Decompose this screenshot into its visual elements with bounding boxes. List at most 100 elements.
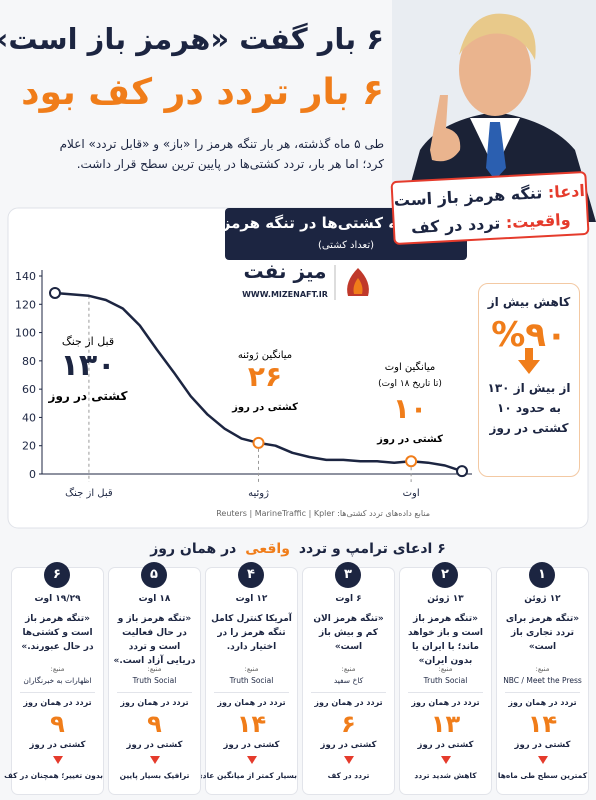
traffic-note: تردد در کف <box>327 771 370 780</box>
traffic-label: تردد در همان روز <box>120 698 189 707</box>
traffic-note: ترافیک بسیار پایین <box>119 771 190 780</box>
claim-source: Truth Social <box>132 676 177 685</box>
annotation-value: ۲۶ <box>248 360 282 393</box>
hair <box>459 13 536 60</box>
claim-quote: آمریکا کنترل کامل تنگه هرمز را در اختیار… <box>211 614 292 652</box>
claim-date: ۱۳ ژوئن <box>427 594 464 604</box>
divider <box>505 692 580 693</box>
divider <box>20 692 95 693</box>
side-text: کاهش بیش از <box>487 295 571 309</box>
y-tick-label: 0 <box>29 468 36 481</box>
claim-source: Truth Social <box>423 676 468 685</box>
logo-name: میز نفت <box>243 259 326 283</box>
reality-label: واقعیت: <box>505 209 572 233</box>
traffic-label: تردد در همان روز <box>23 698 92 707</box>
down-arrow <box>150 756 160 764</box>
y-tick-label: 40 <box>22 411 36 424</box>
title: ۶ بار گفت «هرمز باز است»؛ <box>0 22 384 56</box>
claim-card: ۶ ۱۹/۲۹ اوت «تنگه هرمز باز است و کشتی‌ها د… <box>4 562 103 794</box>
divider <box>117 692 192 693</box>
y-tick-label: 100 <box>15 327 36 340</box>
traffic-value: ۱۴ <box>236 710 267 738</box>
claim-source: NBC / Meet the Press <box>503 676 582 685</box>
claim-number: ۱ <box>529 562 555 588</box>
down-arrow <box>441 756 451 764</box>
traffic-note: کمترین سطح طی ماه‌ها <box>497 771 588 780</box>
traffic-value: ۹ <box>50 710 65 738</box>
down-arrow <box>344 756 354 764</box>
section-title-highlight: واقعی <box>245 541 290 557</box>
traffic-value: ۶ <box>341 710 356 738</box>
claim-date: ۱۲ ژوئن <box>524 594 561 604</box>
source-label: منبع: <box>535 665 550 673</box>
traffic-unit: کشتی در روز <box>223 740 280 750</box>
annotation-label: میانگین اوت <box>385 361 436 373</box>
claim-box: ادعا: تنگه هرمز باز است واقعیت: تردد در … <box>390 170 590 246</box>
annotation-value: ۱۳۰ <box>61 348 116 383</box>
highlight-point <box>49 286 61 299</box>
x-tick-label: اوت <box>403 488 420 499</box>
side-text: به حدود ۱۰ <box>497 401 561 415</box>
claim-number: ۶ <box>44 562 70 588</box>
source-label: منبع: <box>438 665 453 673</box>
divider <box>408 692 483 693</box>
claim-card: ۲ ۱۳ ژوئن «تنگه هرمز باز است و باز خواهد م… <box>400 562 491 794</box>
claim-date: ۱۹/۲۹ اوت <box>34 594 81 604</box>
side-text: از بیش از ۱۳۰ <box>487 381 571 395</box>
claim-card: ۵ ۱۸ اوت «تنگه هرمز باز و در حال فعالیت اس… <box>109 562 200 794</box>
section-title: ۶ ادعای ترامپ و تردد واقعی در همان روز <box>0 541 596 557</box>
logo-flame-inner <box>353 278 363 294</box>
annotation-note: (تا تاریخ ۱۸ اوت) <box>378 379 442 389</box>
claim-date: ۶ اوت <box>335 594 362 604</box>
annotation-unit: کشتی در روز <box>376 434 443 445</box>
hand <box>430 95 461 162</box>
chart-subtitle: (تعداد کشتی) <box>318 240 374 251</box>
claim-number: ۴ <box>238 562 264 588</box>
sources-list: Reuters | MarineTraffic | Kpler <box>216 509 335 518</box>
traffic-unit: کشتی در روز <box>417 740 474 750</box>
traffic-note: بدون تغییر؛ همچنان در کف <box>4 771 103 780</box>
tie <box>486 122 506 180</box>
claim-date: ۱۸ اوت <box>138 594 171 604</box>
claim-date: ۱۲ اوت <box>235 594 268 604</box>
traffic-label: تردد در همان روز <box>217 698 286 707</box>
section-title-part: ۶ ادعای ترامپ و تردد <box>298 541 446 557</box>
claim-quote: «تنگه هرمز الان کم و بیش باز است» <box>313 614 384 652</box>
annotation-unit: کشتی در روز <box>48 389 128 404</box>
source-label: منبع: <box>244 665 259 673</box>
down-arrow <box>538 756 548 764</box>
y-tick-label: 120 <box>15 298 36 311</box>
claim-text: تنگه هرمز باز است <box>393 183 543 211</box>
source-label: منبع: <box>147 665 162 673</box>
claim-number: ۳ <box>335 562 361 588</box>
traffic-unit: کشتی در روز <box>514 740 571 750</box>
down-arrow <box>518 348 540 374</box>
claim-source: Truth Social <box>229 676 274 685</box>
y-tick-label: 60 <box>22 383 36 396</box>
highlight-point <box>456 465 468 478</box>
claim-quote: «تنگه هرمز باز است و کشتی‌ها در حال عبور… <box>21 614 94 652</box>
side-text: کشتی در روز <box>489 421 569 435</box>
traffic-label: تردد در همان روز <box>314 698 383 707</box>
title-highlight: ۶ بار تردد در کف بود <box>21 72 384 113</box>
face <box>459 24 531 116</box>
traffic-unit: کشتی در روز <box>29 740 86 750</box>
claim-source: اظهارات به خبرنگاران <box>23 676 92 685</box>
claim-number: ۲ <box>432 562 458 588</box>
y-tick-label: 80 <box>22 355 36 368</box>
traffic-value: ۱۳ <box>430 710 461 738</box>
logo: میز نفت WWW.MIZENAFT.IR <box>242 259 369 300</box>
sources: منابع داده‌های تردد کشتی‌ها: Reuters | M… <box>160 509 430 518</box>
highlight-point <box>405 455 418 468</box>
plot: 0 20 40 60 80 100 120 140 قبل از جنگ ژوئیه اوت <box>15 270 472 499</box>
claim-label: ادعا: <box>547 181 586 202</box>
traffic-value: ۹ <box>147 710 162 738</box>
intro-text: طی ۵ ماه گذشته، هر بار تنگه هرمز را «باز… <box>59 137 384 171</box>
claim-source: کاخ سفید <box>333 676 364 685</box>
divider <box>311 692 386 693</box>
annotation-label: قبل از جنگ <box>62 335 114 348</box>
annotations: قبل از جنگ ۱۳۰ کشتی در روز میانگین ژوئنه… <box>48 335 444 445</box>
traffic-label: تردد در همان روز <box>411 698 480 707</box>
claim-number: ۵ <box>141 562 167 588</box>
